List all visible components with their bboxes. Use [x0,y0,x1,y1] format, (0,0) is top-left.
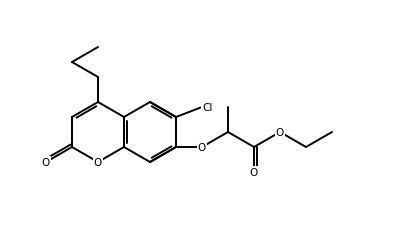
Text: O: O [250,167,258,177]
Text: O: O [198,142,206,152]
Text: O: O [94,157,102,167]
Text: O: O [42,157,50,167]
Text: Cl: Cl [202,103,212,112]
Text: O: O [276,128,284,137]
